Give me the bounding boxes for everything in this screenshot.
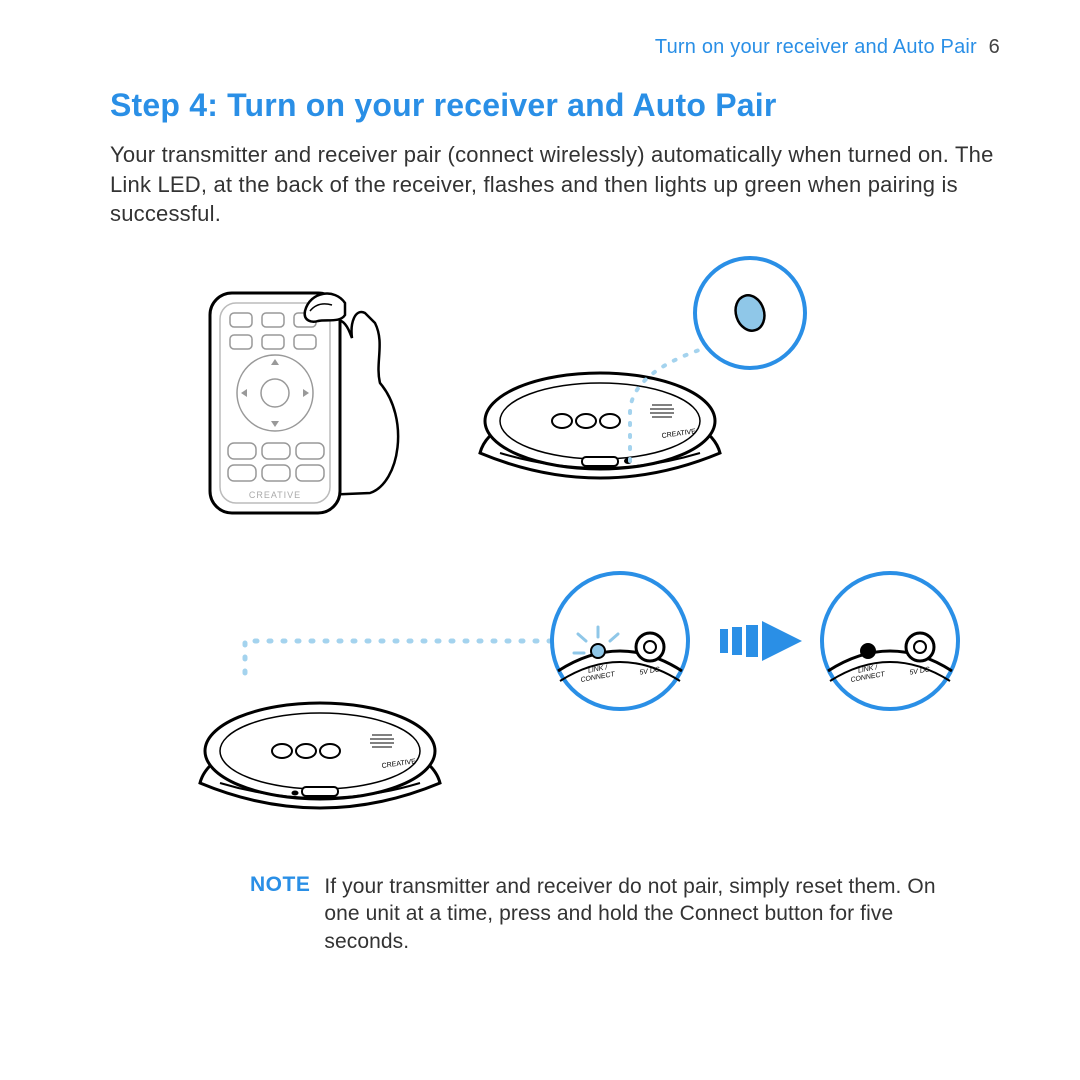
running-head-text: Turn on your receiver and Auto Pair — [655, 36, 977, 58]
remote-with-hand-icon: CREATIVE — [210, 293, 398, 513]
ir-sensor-callout — [695, 258, 805, 368]
step-heading: Step 4: Turn on your receiver and Auto P… — [110, 87, 1000, 124]
receiver-bottom-icon: CREATIVE — [200, 703, 440, 808]
page-number: 6 — [989, 36, 1000, 58]
instruction-figure: CREATIVE — [110, 253, 990, 873]
receiver-top-icon: CREATIVE — [480, 373, 720, 478]
note-label: NOTE — [250, 873, 310, 897]
link-led-solid-callout: LINK / CONNECT 5V DC — [822, 573, 958, 709]
remote-brand-label: CREATIVE — [249, 490, 301, 500]
intro-paragraph: Your transmitter and receiver pair (conn… — [110, 140, 1000, 229]
link-led-flashing-callout: LINK / CONNECT 5V DC — [552, 573, 688, 709]
running-head: Turn on your receiver and Auto Pair 6 — [110, 36, 1000, 59]
note-block: NOTE If your transmitter and receiver do… — [110, 873, 1000, 955]
leader-line-bottom — [245, 641, 550, 673]
note-text: If your transmitter and receiver do not … — [324, 873, 970, 955]
manual-page: Turn on your receiver and Auto Pair 6 St… — [0, 0, 1080, 1080]
progress-arrow-icon — [720, 621, 802, 661]
